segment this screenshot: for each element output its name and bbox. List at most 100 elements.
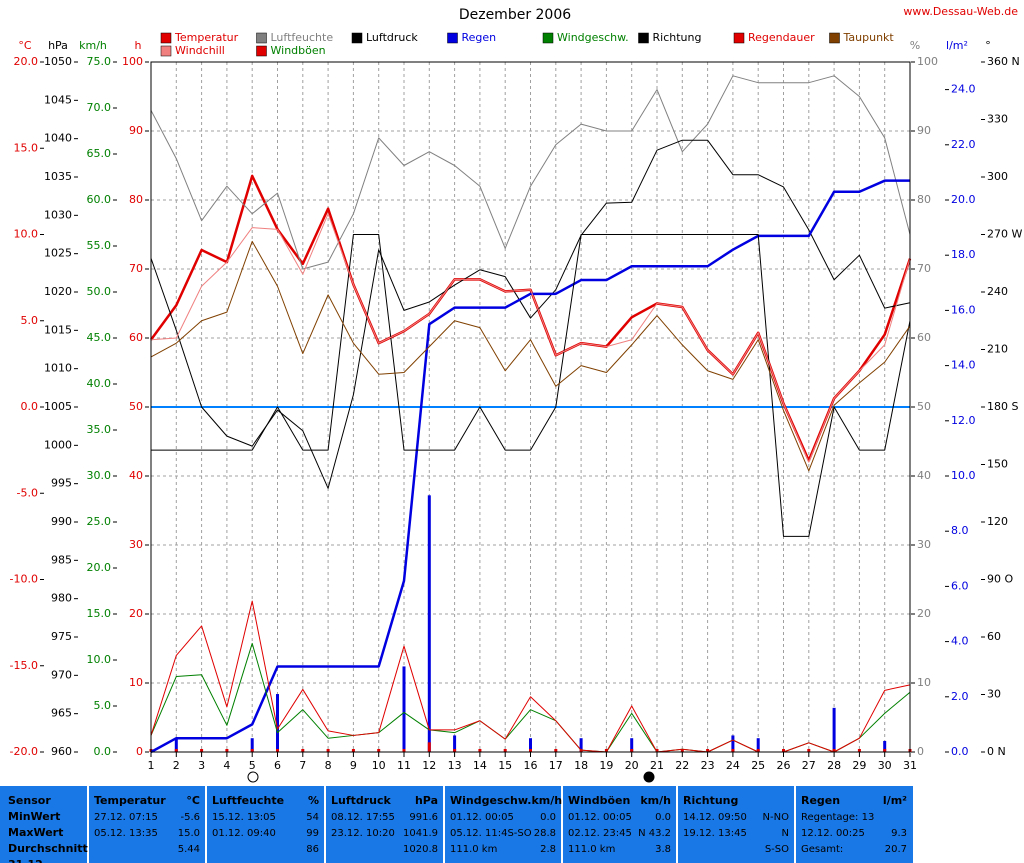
legend-label: Windgeschw. [557,31,629,44]
rain-bar [529,738,532,752]
table-value: 99 [306,828,319,839]
y-tick-label: 1010 [44,362,72,375]
rain-bar [731,735,735,752]
y-tick-label: 70.0 [87,101,112,114]
x-tick-label: 20 [625,759,639,772]
table-unit: % [308,794,319,807]
y-tick-label: 10.0 [14,228,39,241]
y-tick-label: 80 [129,193,143,206]
y-tick-label: 50 [129,400,143,413]
legend-label: Richtung [653,31,702,44]
x-tick-label: 2 [173,759,180,772]
rain-duration-marker [630,749,634,752]
x-tick-label: 14 [473,759,487,772]
table-value: 15.0 [178,828,200,839]
axis-unit: hPa [48,39,68,52]
y-tick-label: 18.0 [951,248,976,261]
rain-duration-marker [857,749,861,752]
rain-duration-marker [326,749,330,752]
rain-duration-marker [453,749,457,752]
y-tick-label: 965 [51,707,72,720]
y-tick-label: 90 O [987,573,1013,586]
y-tick-label: 990 [51,515,72,528]
rain-duration-marker [655,749,659,752]
y-tick-label: 1035 [44,170,72,183]
rain-duration-marker [478,749,482,752]
rain-duration-marker [529,749,532,752]
table-value: 0.0 [540,812,556,823]
y-tick-label: 60.0 [87,193,112,206]
table-value: S-SO [765,844,789,855]
y-tick-label: 20.0 [14,55,39,68]
y-tick-label: 90 [917,124,931,137]
table-value: 1020.8 [403,844,438,855]
y-tick-label: 300 [987,170,1008,183]
full-moon-icon [247,771,259,783]
axis-unit: h [135,39,142,52]
rain-bar [427,495,431,752]
y-tick-label: 50.0 [87,285,112,298]
y-tick-label: 0 [917,745,924,758]
rain-duration-marker [604,749,608,752]
y-tick-label: 20 [129,607,143,620]
table-value: 9.3 [891,828,907,839]
rain-bar [453,735,457,752]
rain-duration-marker [807,749,811,752]
x-tick-label: 11 [397,759,411,772]
table-header: Windgeschw.km/h [450,794,562,807]
y-tick-label: -20.0 [10,745,38,758]
y-tick-label: 20.0 [951,193,976,206]
y-tick-label: 120 [987,515,1008,528]
y-tick-label: 1005 [44,400,72,413]
y-tick-label: 210 [987,343,1008,356]
x-tick-label: 25 [751,759,765,772]
y-tick-label: 960 [51,745,72,758]
y-tick-label: 10.0 [87,653,112,666]
table-cell: 02.12. 23:45 [568,828,632,839]
x-tick-label: 4 [223,759,230,772]
series-line [150,75,911,270]
y-tick-label: 100 [122,55,143,68]
legend-label: Regen [462,31,497,44]
rain-duration-marker [402,749,406,752]
table-header: Richtung [683,794,738,807]
x-tick-label: 30 [878,759,892,772]
rain-duration-marker [276,749,279,752]
x-tick-label: 17 [549,759,563,772]
table-value: N-NO [763,812,790,823]
rain-duration-marker [250,749,254,752]
rain-bar [832,707,836,752]
legend-swatch [256,32,267,44]
y-tick-label: 80 [917,193,931,206]
x-tick-label: 5 [249,759,256,772]
rain-duration-marker [782,749,785,752]
y-tick-label: 330 [987,113,1008,126]
y-tick-label: 180 S [987,400,1018,413]
table-cell: 111.0 km [568,844,615,855]
y-tick-label: 5.0 [94,699,112,712]
legend-swatch [160,45,172,57]
y-tick-label: 20 [917,607,931,620]
y-tick-label: 4.0 [951,635,969,648]
table-value: 28.8 [534,828,556,839]
table-cell: Gesamt: [801,844,843,855]
legend-swatch [351,32,363,44]
series-line [150,139,911,489]
rain-bar [402,666,406,752]
y-tick-label: 65.0 [87,147,112,160]
y-tick-label: -5.0 [17,486,38,499]
rain-duration-marker [427,742,431,752]
y-tick-label: 14.0 [951,359,976,372]
table-row-label: Sensor [8,794,51,807]
x-tick-label: 13 [448,759,462,772]
rain-duration-marker [200,749,204,752]
legend-label: Windchill [175,44,225,57]
x-tick-label: 22 [675,759,689,772]
y-tick-label: 45.0 [87,331,112,344]
x-tick-label: 12 [422,759,436,772]
table-header: Luftfeuchte [212,794,284,807]
axis-unit: °C [18,39,32,52]
series-line [151,234,911,537]
table-value: 5.44 [178,844,200,855]
rain-duration-marker [174,749,178,752]
